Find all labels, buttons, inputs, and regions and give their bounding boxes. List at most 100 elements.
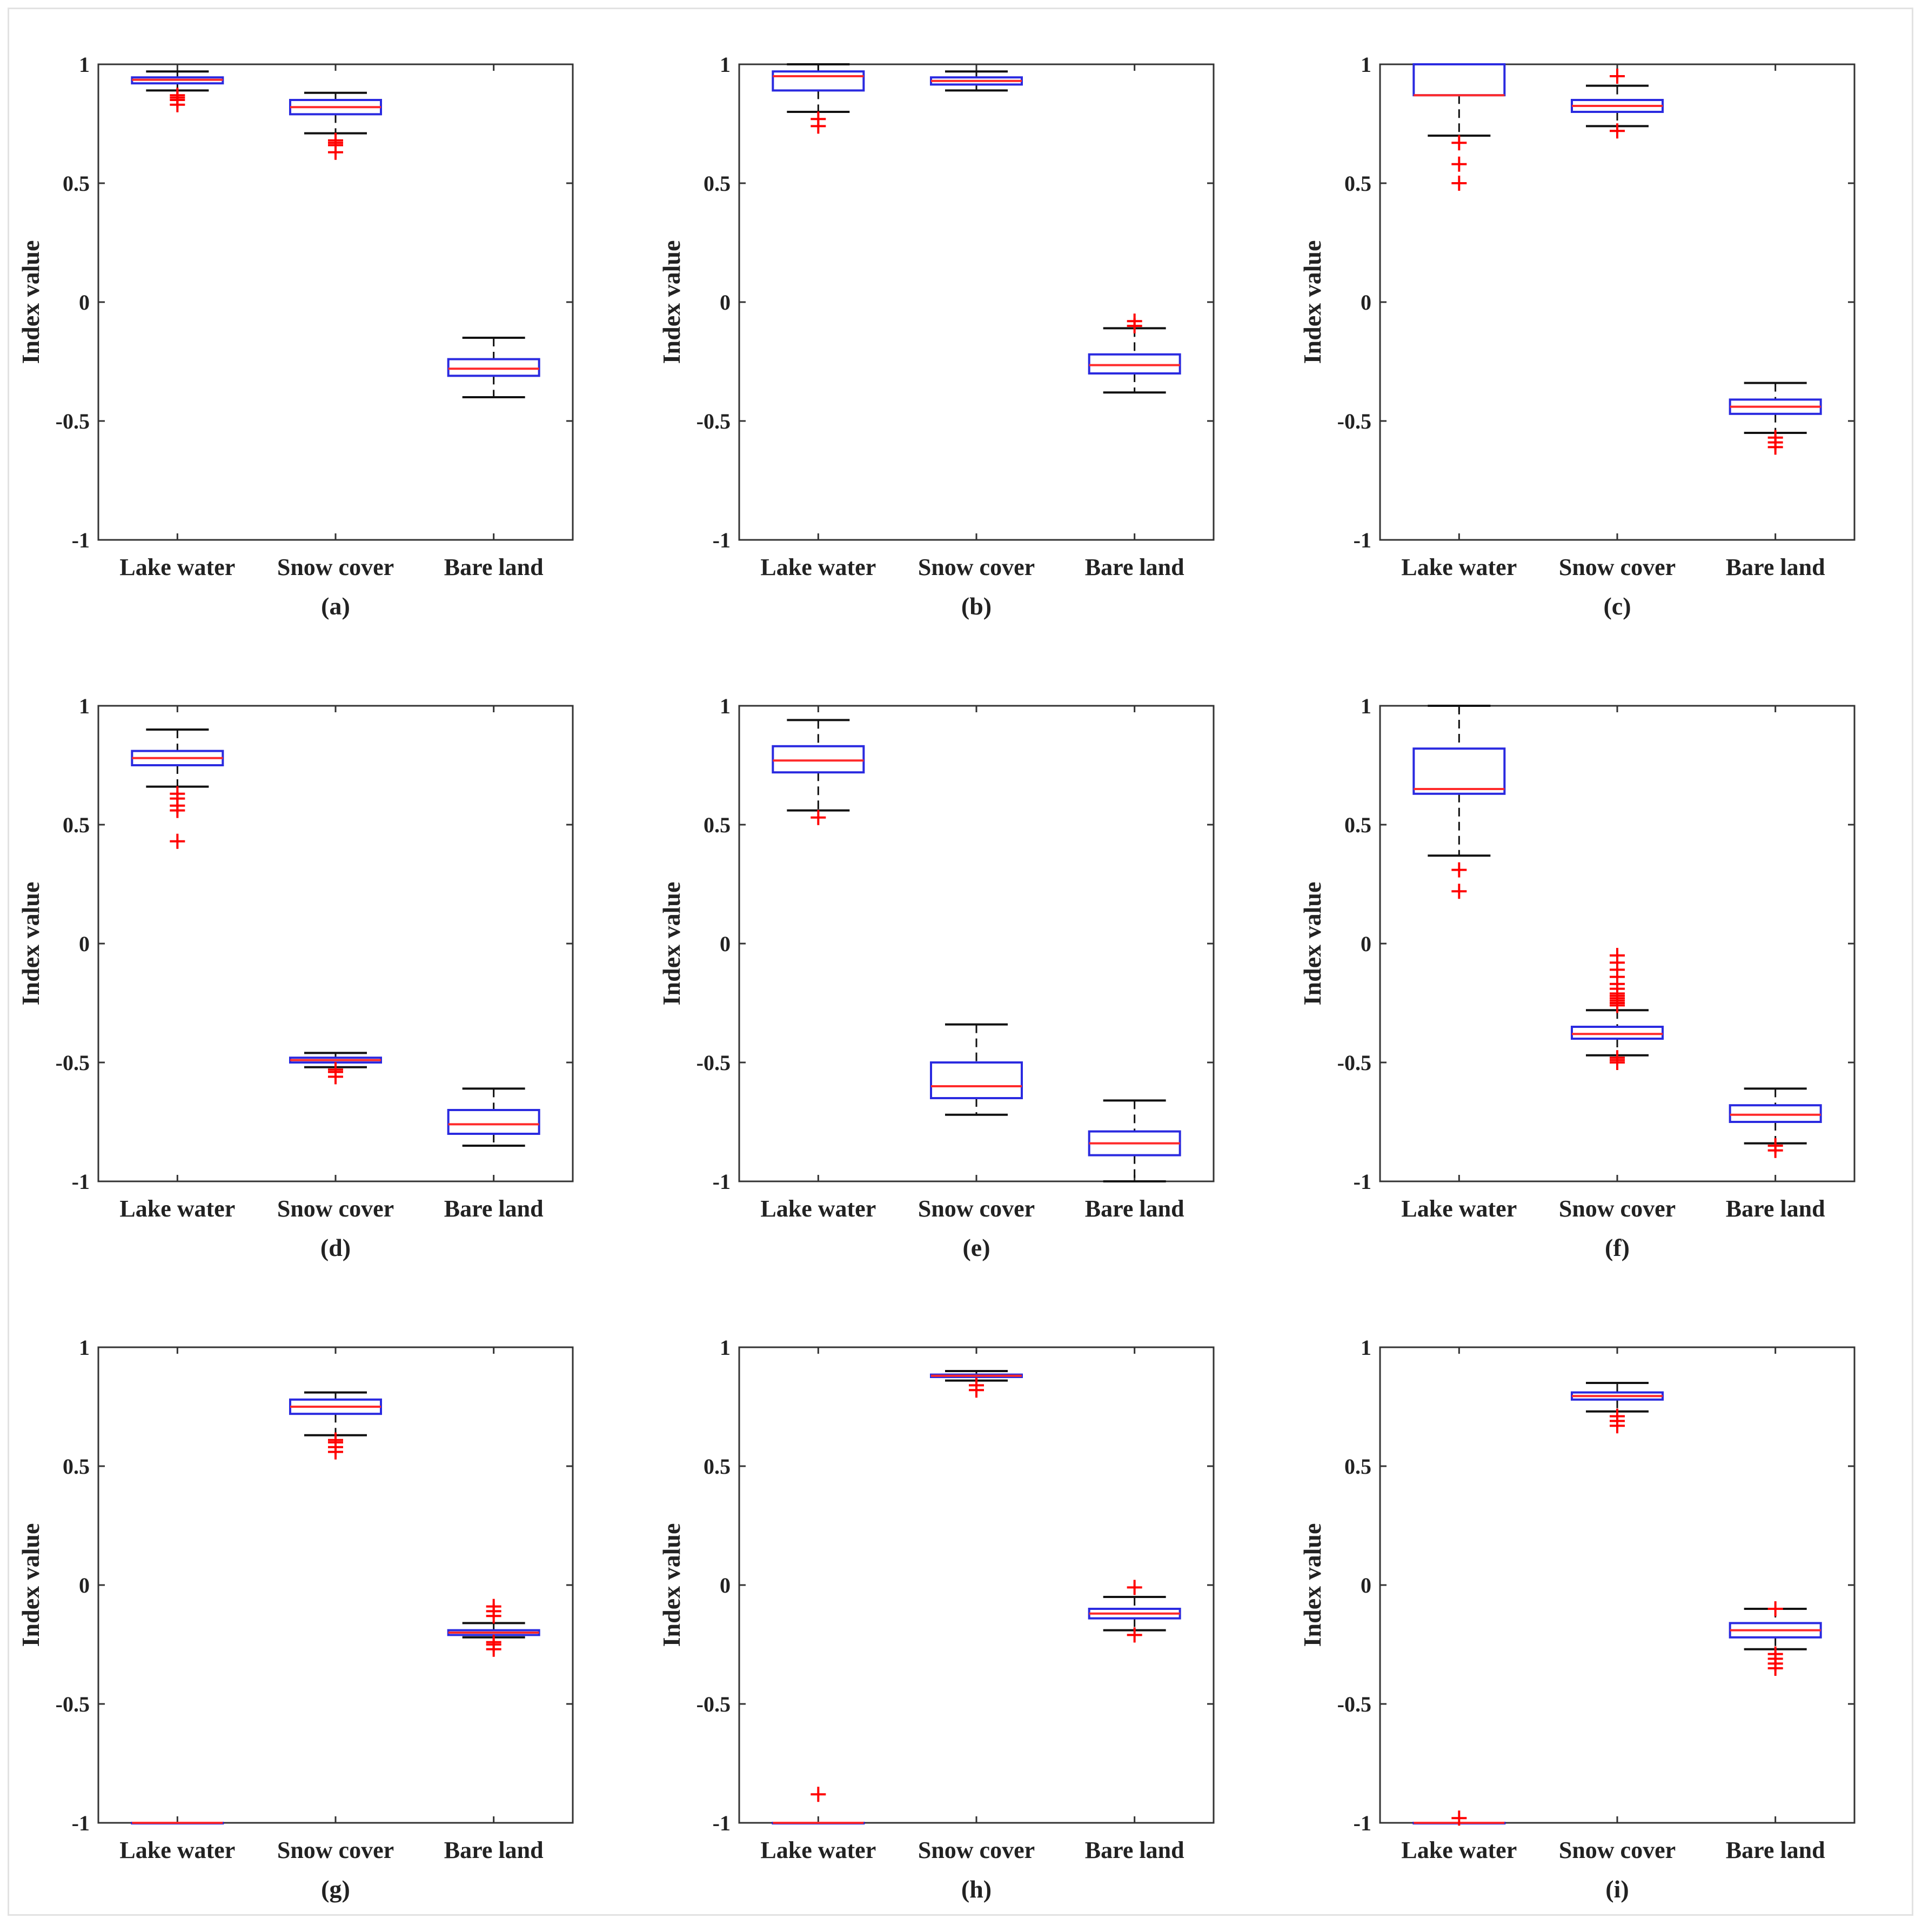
outlier-marker — [1610, 1418, 1625, 1434]
panel-e: -1 -0.5 0 0.5 1 Lake water Snow cover Bare land… — [648, 649, 1289, 1291]
y-tick-label: 0 — [720, 290, 731, 315]
y-tick-label: -1 — [72, 528, 90, 552]
outlier-marker — [486, 1608, 501, 1624]
outlier-marker — [1610, 998, 1625, 1013]
panel-label: (c) — [1603, 592, 1631, 620]
iqr-box — [1088, 353, 1181, 375]
x-tick-label: Bare land — [444, 1837, 544, 1863]
iqr-box — [447, 358, 540, 377]
chart-a: -1 -0.5 0 0.5 1 Lake water Snow cover Bare land… — [17, 52, 574, 620]
outlier-marker — [328, 1069, 343, 1085]
x-tick-label: Bare land — [1085, 554, 1184, 580]
outlier-marker — [1610, 69, 1625, 84]
y-tick-label: -1 — [1354, 1811, 1371, 1835]
x-tick-label: Snow cover — [1559, 554, 1676, 580]
y-axis-label: Index value — [17, 882, 44, 1006]
y-tick-label: 1 — [1361, 1335, 1371, 1360]
outlier-marker — [1127, 1580, 1142, 1595]
panel-label: (i) — [1605, 1875, 1629, 1903]
y-tick-label: 1 — [720, 52, 731, 77]
y-axis-label: Index value — [1298, 882, 1326, 1006]
y-tick-label: 0.5 — [1344, 171, 1371, 196]
x-tick-label: Snow cover — [277, 554, 394, 580]
iqr-box — [1412, 63, 1506, 97]
chart-f: -1 -0.5 0 0.5 1 Lake water Snow cover Bare land… — [1298, 694, 1856, 1261]
outlier-marker — [1127, 318, 1142, 333]
x-tick-label: Bare land — [1726, 554, 1825, 580]
iqr-box — [1571, 1026, 1664, 1040]
iqr-box — [1412, 747, 1506, 795]
panel-f: -1 -0.5 0 0.5 1 Lake water Snow cover Bare land… — [1289, 649, 1922, 1291]
x-tick-label: Lake water — [119, 554, 235, 580]
panel-g: -1 -0.5 0 0.5 1 Lake water Snow cover Bare land… — [8, 1291, 648, 1932]
y-axis-label: Index value — [658, 882, 685, 1006]
y-axis-label: Index value — [17, 240, 44, 364]
y-tick-label: -0.5 — [1337, 1051, 1371, 1075]
outlier-marker — [1451, 884, 1467, 899]
panel-label: (h) — [961, 1875, 992, 1903]
outlier-marker — [486, 1641, 501, 1657]
y-axis-label: Index value — [1298, 240, 1326, 364]
y-tick-label: 0.5 — [63, 171, 90, 196]
y-tick-label: -1 — [1354, 528, 1371, 552]
x-tick-label: Snow cover — [1559, 1195, 1676, 1222]
panel-label: (e) — [962, 1234, 990, 1261]
y-tick-label: -0.5 — [1337, 409, 1371, 433]
y-tick-label: 0 — [79, 290, 90, 315]
y-tick-label: -1 — [713, 1169, 731, 1194]
chart-d: -1 -0.5 0 0.5 1 Lake water Snow cover Bare land… — [17, 694, 574, 1261]
x-tick-label: Lake water — [760, 1195, 876, 1222]
chart-c: -1 -0.5 0 0.5 1 Lake water Snow cover Bare land… — [1298, 52, 1856, 620]
y-tick-label: -0.5 — [56, 1692, 90, 1716]
iqr-box — [930, 1061, 1023, 1099]
x-tick-label: Bare land — [444, 1195, 544, 1222]
x-tick-label: Snow cover — [277, 1195, 394, 1222]
outlier-marker — [170, 833, 185, 849]
outlier-marker — [1767, 439, 1783, 455]
outlier-marker — [328, 144, 343, 160]
outlier-marker — [811, 810, 826, 825]
panel-label: (g) — [321, 1875, 350, 1903]
iqr-box — [772, 70, 865, 92]
x-tick-label: Bare land — [1726, 1195, 1825, 1222]
outlier-marker — [1767, 1661, 1783, 1676]
outlier-marker — [1610, 1055, 1625, 1070]
plot-area-frame — [738, 63, 1215, 541]
x-tick-label: Lake water — [1401, 554, 1517, 580]
x-tick-label: Snow cover — [918, 554, 1035, 580]
y-tick-label: -0.5 — [56, 1051, 90, 1075]
y-tick-label: 0 — [1361, 1573, 1371, 1597]
chart-g: -1 -0.5 0 0.5 1 Lake water Snow cover Bare land… — [17, 1335, 574, 1903]
x-tick-label: Lake water — [119, 1195, 235, 1222]
panel-c: -1 -0.5 0 0.5 1 Lake water Snow cover Bare land… — [1289, 8, 1922, 649]
x-tick-label: Bare land — [1085, 1195, 1184, 1222]
y-tick-label: 0 — [79, 1573, 90, 1597]
y-tick-label: -1 — [72, 1811, 90, 1835]
y-tick-label: 1 — [720, 1335, 731, 1360]
y-tick-label: 0.5 — [1344, 1454, 1371, 1479]
chart-i: -1 -0.5 0 0.5 1 Lake water Snow cover Bare land… — [1298, 1335, 1856, 1903]
outlier-marker — [1451, 135, 1467, 151]
x-tick-label: Lake water — [760, 1837, 876, 1863]
y-axis-label: Index value — [658, 1523, 685, 1647]
outlier-marker — [1451, 862, 1467, 878]
y-tick-label: 0.5 — [704, 1454, 731, 1479]
y-tick-label: 1 — [79, 52, 90, 77]
y-tick-label: -0.5 — [1337, 1692, 1371, 1716]
x-tick-label: Snow cover — [277, 1837, 394, 1863]
y-tick-label: 0 — [79, 932, 90, 956]
y-tick-label: 0 — [1361, 932, 1371, 956]
y-tick-label: -0.5 — [697, 1692, 731, 1716]
iqr-box — [1729, 1104, 1822, 1124]
y-tick-label: 0 — [720, 1573, 731, 1597]
y-tick-label: 0.5 — [63, 813, 90, 837]
x-tick-label: Lake water — [1401, 1837, 1517, 1863]
chart-b: -1 -0.5 0 0.5 1 Lake water Snow cover Bare land… — [658, 52, 1215, 620]
panel-label: (f) — [1605, 1234, 1630, 1261]
panel-label: (a) — [321, 592, 350, 620]
y-tick-label: 0.5 — [63, 1454, 90, 1479]
iqr-box — [772, 745, 865, 774]
outlier-marker — [1767, 1142, 1783, 1158]
outlier-marker — [1451, 1810, 1467, 1826]
